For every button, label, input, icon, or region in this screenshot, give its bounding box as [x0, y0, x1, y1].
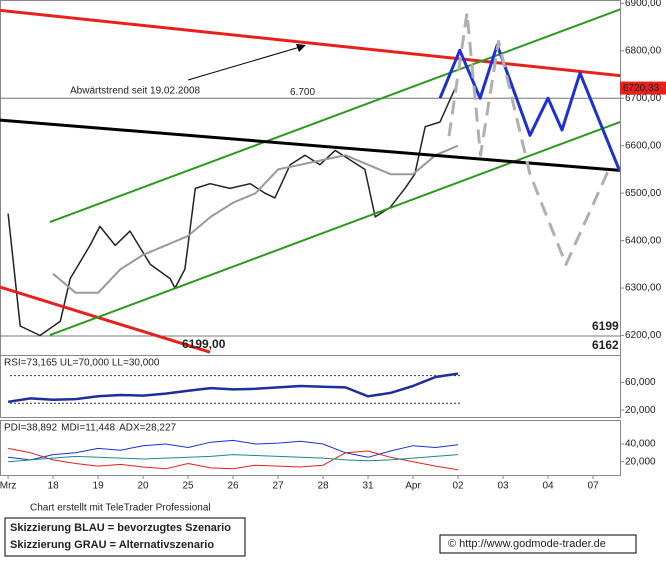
plot-area	[7, 372, 460, 404]
panel-title: RSI=73,165 UL=70,000 LL=30,000	[4, 358, 160, 369]
y-tick-label: 6700,00	[625, 93, 662, 104]
hline-label: 6.700	[290, 87, 315, 98]
arrow	[187, 46, 301, 81]
y-tick-label: 6400,00	[625, 235, 662, 246]
last-price-label: 6720,33	[623, 83, 660, 94]
series-line	[49, 121, 620, 337]
series-line	[0, 8, 620, 78]
y-tick-label: 6300,00	[625, 283, 662, 294]
plot-area	[0, 8, 620, 354]
x-tick-label: 20	[138, 481, 150, 492]
legend-entry: ADX=28,227	[119, 423, 176, 434]
series-line	[447, 11, 613, 266]
annotation: Abwärtstrend seit 19.02.2008	[70, 86, 201, 97]
x-tick-label: 27	[272, 481, 284, 492]
x-tick-label: Apr	[405, 481, 421, 492]
legend-entry: PDI=38,892	[4, 423, 58, 434]
legend-entry: MDI=11,448	[61, 423, 115, 434]
x-tick-label: 03	[497, 481, 509, 492]
x-tick-label: 19	[93, 481, 105, 492]
y-tick-label: 6800,00	[625, 45, 662, 56]
series-line	[0, 285, 211, 354]
edge-label: 6199	[592, 319, 619, 333]
series-line	[0, 118, 620, 172]
edge-label: 6162	[592, 338, 619, 352]
x-tick-label: Mrz	[0, 481, 16, 492]
x-tick-label: 07	[587, 481, 599, 492]
y-tick-label: 40,000	[625, 439, 656, 450]
copyright-box	[439, 534, 637, 554]
y-tick-label: 20,000	[625, 405, 656, 416]
series-line	[52, 144, 459, 294]
y-tick-label: 6900,00	[625, 0, 662, 9]
y-tick-label: 6200,00	[625, 330, 662, 341]
y-tick-label: 6600,00	[625, 140, 662, 151]
x-tick-label: 26	[227, 481, 239, 492]
x-tick-label: 18	[48, 481, 60, 492]
plot-area	[8, 439, 459, 471]
series-line	[8, 447, 459, 471]
y-tick-label: 6500,00	[625, 188, 662, 199]
y-tick-label: 20,000	[625, 456, 656, 467]
y-tick-label: 60,000	[625, 377, 656, 388]
credit: Chart erstellt mit TeleTrader Profession…	[30, 503, 211, 514]
series-line	[7, 372, 459, 404]
x-tick-label: 25	[183, 481, 195, 492]
legend-box	[4, 517, 246, 557]
copyright: © http://www.godmode-trader.de	[448, 538, 606, 550]
x-tick-label: 02	[452, 481, 464, 492]
x-tick-label: 28	[317, 481, 329, 492]
hline-label: 6199,00	[182, 337, 226, 351]
series-line	[438, 43, 620, 173]
arrow-head	[296, 44, 306, 52]
panel-frame	[0, 355, 621, 418]
x-tick-label: 31	[362, 481, 374, 492]
panel-frame	[0, 420, 621, 476]
x-tick-label: 04	[542, 481, 554, 492]
series-line	[8, 454, 459, 463]
last-price-box	[620, 81, 666, 95]
legend-blue: Skizzierung BLAU = bevorzugtes Szenario	[10, 522, 231, 534]
series-line	[8, 439, 459, 461]
series-line	[49, 8, 620, 224]
legend-grey: Skizzierung GRAU = Alternativszenario	[10, 539, 214, 551]
